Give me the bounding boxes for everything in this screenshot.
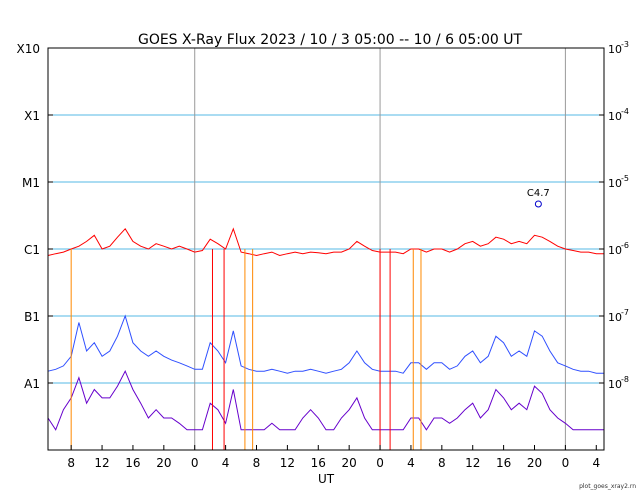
y-axis-right: 10-810-710-610-510-410-3 bbox=[599, 40, 629, 391]
x-tick-label: 0 bbox=[191, 456, 199, 470]
y-tick-label-left: X1 bbox=[24, 109, 40, 123]
chart-title: GOES X-Ray Flux 2023 / 10 / 3 05:00 -- 1… bbox=[138, 32, 522, 48]
gap-markers bbox=[70, 249, 605, 450]
y-tick-label-right-base: 10 bbox=[608, 311, 622, 324]
plot-credit: plot_goes_xray2.rn bbox=[579, 483, 636, 490]
series-short-secondary bbox=[47, 370, 604, 431]
annotations: C4.7 bbox=[527, 188, 550, 208]
x-tick-label: 16 bbox=[496, 456, 511, 470]
x-tick-label: 4 bbox=[222, 456, 230, 470]
x-axis: 8 12 16 20 0 4 8 12 16 20 0 4 8 12 16 20 0 4 bbox=[67, 445, 600, 470]
y-tick-label-left: C1 bbox=[24, 243, 40, 257]
x-tick-label: 20 bbox=[342, 456, 357, 470]
x-tick-label: 0 bbox=[562, 456, 570, 470]
flare-peak-label: C4.7 bbox=[527, 188, 550, 199]
series-short bbox=[47, 314, 604, 374]
x-tick-label: 20 bbox=[156, 456, 171, 470]
x-tick-label: 4 bbox=[407, 456, 415, 470]
y-tick-label-right-base: 10 bbox=[608, 378, 622, 391]
y-tick-label-right-exponent: -7 bbox=[621, 308, 629, 317]
x-tick-label: 12 bbox=[280, 456, 295, 470]
x-tick-label: 4 bbox=[592, 456, 600, 470]
y-tick-label-right-exponent: -6 bbox=[621, 241, 629, 250]
x-tick-label: 12 bbox=[465, 456, 480, 470]
x-tick-label: 16 bbox=[125, 456, 140, 470]
y-tick-label-left: X10 bbox=[17, 42, 41, 56]
x-tick-label: 16 bbox=[311, 456, 326, 470]
series-long bbox=[47, 227, 604, 257]
y-tick-label-left: A1 bbox=[24, 377, 40, 391]
horizontal-grid bbox=[48, 114, 604, 384]
y-tick-label-right-base: 10 bbox=[608, 244, 622, 257]
y-tick-label-right-base: 10 bbox=[608, 43, 622, 56]
y-tick-label-left: M1 bbox=[22, 176, 40, 190]
y-tick-label-right-exponent: -5 bbox=[621, 174, 629, 183]
x-tick-label: 0 bbox=[376, 456, 384, 470]
y-tick-label-right-base: 10 bbox=[608, 177, 622, 190]
x-axis-label: UT bbox=[318, 472, 335, 486]
y-tick-label-right-base: 10 bbox=[608, 110, 622, 123]
y-tick-label-right-exponent: -8 bbox=[621, 375, 629, 384]
x-tick-label: 20 bbox=[527, 456, 542, 470]
x-tick-label: 8 bbox=[253, 456, 261, 470]
y-tick-label-right-exponent: -4 bbox=[621, 107, 629, 116]
flare-peak-marker bbox=[534, 200, 542, 208]
x-tick-label: 8 bbox=[67, 456, 75, 470]
y-axis-left: A1 B1 C1 M1 X1 X10 bbox=[17, 42, 53, 391]
y-tick-label-right-exponent: -3 bbox=[621, 40, 629, 49]
x-tick-label: 12 bbox=[94, 456, 109, 470]
y-tick-label-left: B1 bbox=[24, 310, 40, 324]
series-layer bbox=[47, 227, 604, 431]
x-tick-label: 8 bbox=[438, 456, 446, 470]
